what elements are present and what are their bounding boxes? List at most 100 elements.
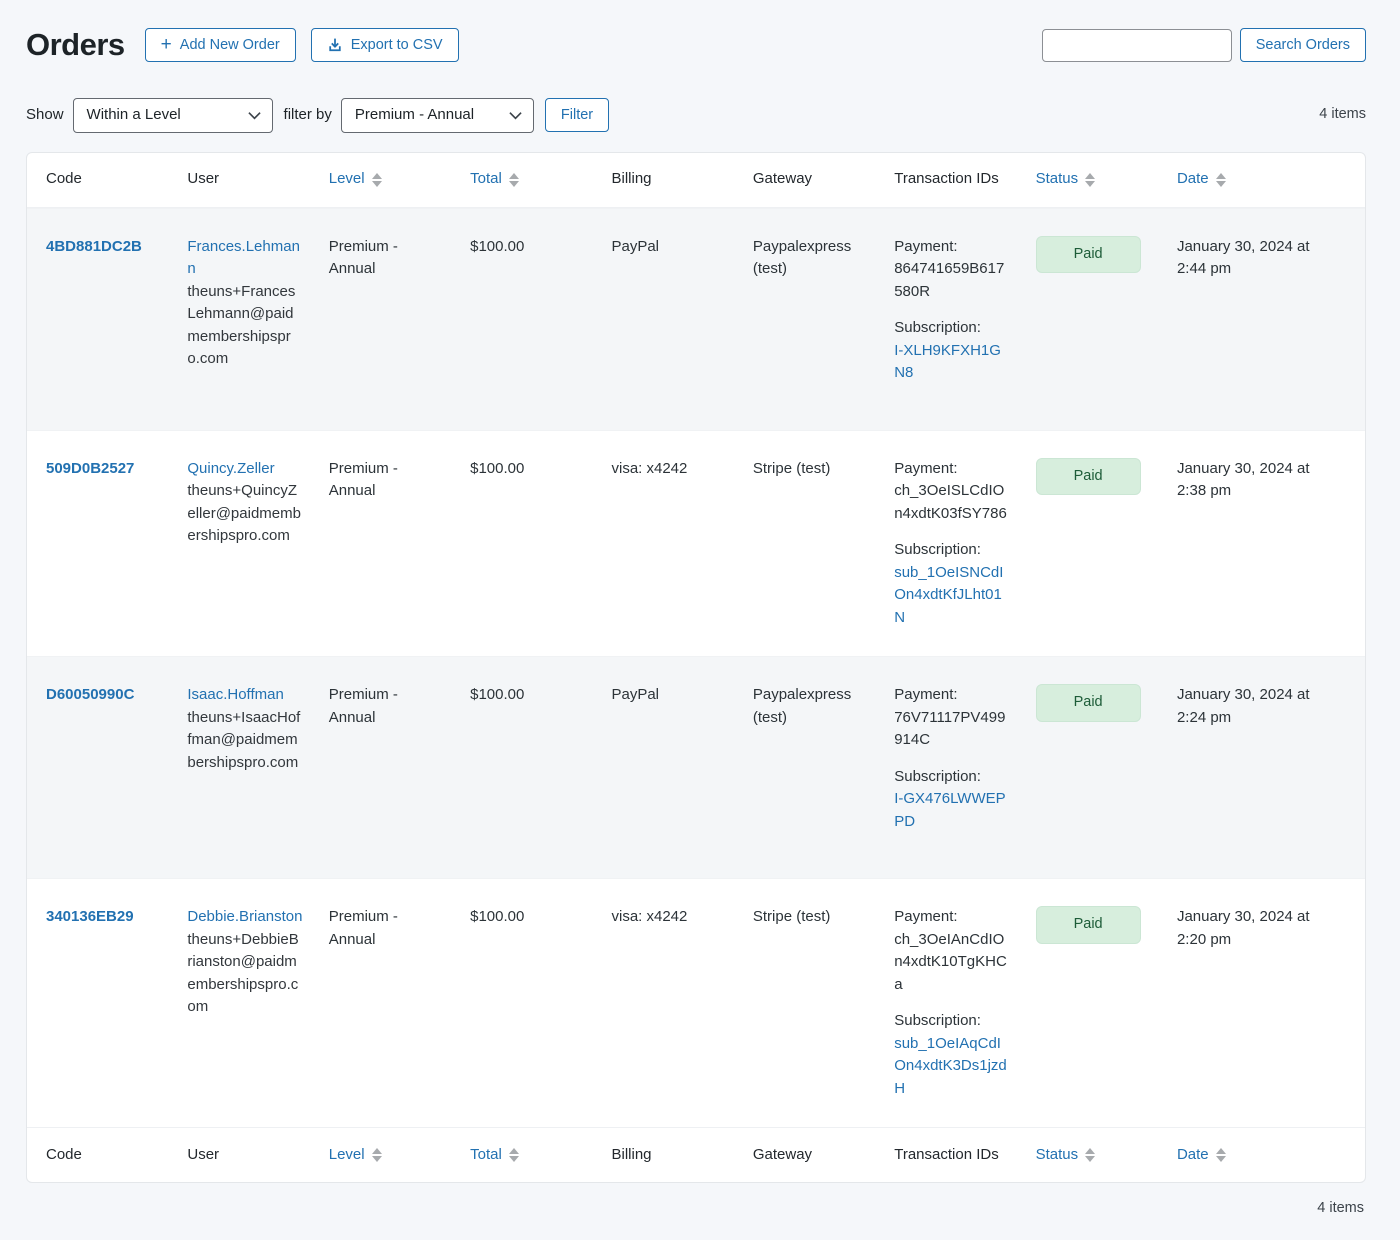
export-to-csv-button[interactable]: Export to CSV (310, 28, 459, 63)
user-link[interactable]: Debbie.Brianston (187, 908, 303, 925)
sort-arrows-icon (371, 172, 382, 187)
column-header-transaction-ids: Transaction IDs (894, 170, 999, 188)
column-header-level[interactable]: Level (329, 154, 470, 205)
sort-arrows-icon (508, 172, 519, 187)
column-header-total[interactable]: Total (470, 154, 611, 205)
billing-value: PayPal (611, 237, 660, 255)
user-email: theuns+QuincyZeller@paidmembershipspro.c… (187, 482, 301, 544)
table-footer-row: Code User Level Total Billing Gateway Tr… (27, 1127, 1365, 1182)
subscription-transaction: Subscription: I-XLH9KFXH1GN8 (894, 317, 1009, 385)
column-header-gateway: Gateway (752, 170, 813, 188)
date-value: January 30, 2024 at 2:20 pm (1176, 908, 1310, 948)
gateway-value: Stripe (test) (752, 908, 831, 925)
payment-id: ch_3OeISLCdIOn4xdtK03fSY786 (894, 482, 1007, 522)
table-header-row: Code User Level Total Billing Gateway Tr… (27, 153, 1365, 208)
user-link[interactable]: Isaac.Hoffman (187, 686, 284, 703)
chevron-down-icon (247, 111, 261, 120)
subscription-id-link[interactable]: sub_1OeISNCdIOn4xdtKfJLht01N (894, 563, 1004, 626)
level-filter-select[interactable]: Premium - Annual (340, 97, 534, 133)
status-badge: Paid (1035, 906, 1141, 944)
user-link[interactable]: Quincy.Zeller (187, 459, 275, 477)
table-row: 509D0B2527 Quincy.Zeller theuns+QuincyZe… (27, 429, 1365, 657)
total-value: $100.00 (470, 459, 525, 477)
subscription-transaction: Subscription: sub_1OeISNCdIOn4xdtKfJLht0… (894, 539, 1009, 629)
filter-bar: Show Within a Level filter by Premium - … (26, 97, 1366, 133)
filter-button[interactable]: Filter (544, 98, 610, 132)
gateway-value: Paypalexpress (test) (752, 686, 852, 726)
date-value: January 30, 2024 at 2:24 pm (1176, 686, 1310, 726)
payment-id: 864741659B617580R (894, 260, 1005, 300)
add-new-order-label: Add New Order (179, 37, 280, 54)
subscription-transaction: Subscription: sub_1OeIAqCdIOn4xdtK3Ds1jz… (894, 1010, 1009, 1100)
order-code-link[interactable]: 509D0B2527 (46, 459, 135, 477)
total-value: $100.00 (470, 237, 525, 255)
user-email: theuns+FrancesLehmann@paidmembershipspro… (187, 282, 296, 368)
subscription-id-link[interactable]: I-GX476LWWEPPD (894, 790, 1006, 830)
column-header-user: User (187, 170, 220, 188)
footer-column-code: Code (46, 1145, 82, 1163)
user-email: theuns+DebbieBrianston@paidmembershipspr… (187, 930, 299, 1016)
download-icon (327, 37, 343, 53)
billing-value: PayPal (611, 686, 660, 703)
level-value: Premium - Annual (328, 237, 398, 278)
search-orders-label: Search Orders (1255, 37, 1350, 54)
status-badge: Paid (1035, 457, 1141, 496)
payment-transaction: Payment: ch_3OeIAnCdIOn4xdtK10TgKHCa (894, 906, 1009, 996)
column-header-date[interactable]: Date (1177, 154, 1365, 205)
footer-column-user: User (187, 1145, 220, 1163)
footer-column-billing: Billing (611, 1145, 652, 1163)
page-title: Orders (26, 27, 125, 62)
items-count-top: 4 items (1319, 106, 1366, 123)
sort-arrows-icon (1085, 172, 1096, 187)
order-code-link[interactable]: 4BD881DC2B (46, 237, 142, 255)
items-count-bottom: 4 items (1317, 1200, 1364, 1216)
column-header-status[interactable]: Status (1036, 154, 1177, 205)
subscription-id-link[interactable]: sub_1OeIAqCdIOn4xdtK3Ds1jzdH (894, 1034, 1007, 1097)
level-value: Premium - Annual (328, 459, 398, 500)
footer-column-date[interactable]: Date (1177, 1130, 1365, 1181)
date-value: January 30, 2024 at 2:38 pm (1176, 459, 1310, 500)
search-input[interactable] (1041, 28, 1232, 62)
page-header: Orders + Add New Order Export to CSV Sea… (26, 22, 1366, 69)
total-value: $100.00 (470, 686, 525, 703)
billing-value: visa: x4242 (611, 908, 688, 925)
add-new-order-button[interactable]: + Add New Order (144, 28, 296, 63)
sort-arrows-icon (1215, 1148, 1226, 1162)
filter-by-label: filter by (283, 105, 332, 123)
footer-column-transaction-ids: Transaction IDs (894, 1145, 999, 1163)
order-code-link[interactable]: 340136EB29 (46, 908, 134, 925)
gateway-value: Stripe (test) (752, 459, 831, 477)
chevron-down-icon (509, 111, 522, 120)
level-filter-value: Premium - Annual (354, 105, 475, 123)
sort-arrows-icon (1085, 1148, 1096, 1162)
level-value: Premium - Annual (328, 908, 398, 948)
footer-column-total[interactable]: Total (470, 1130, 611, 1181)
payment-id: 76V71117PV499914C (894, 708, 1006, 749)
subscription-transaction: Subscription: I-GX476LWWEPPD (894, 766, 1009, 834)
level-value: Premium - Annual (328, 686, 398, 726)
footer-column-gateway: Gateway (752, 1145, 813, 1163)
payment-transaction: Payment: 864741659B617580R (894, 236, 1009, 304)
column-header-billing: Billing (611, 170, 652, 188)
show-filter-select[interactable]: Within a Level (72, 97, 273, 133)
status-badge: Paid (1035, 684, 1141, 722)
total-value: $100.00 (470, 908, 525, 925)
sort-arrows-icon (371, 1148, 382, 1162)
user-link[interactable]: Frances.Lehmann (187, 237, 300, 278)
footer-column-status[interactable]: Status (1036, 1130, 1177, 1181)
payment-transaction: Payment: 76V71117PV499914C (894, 684, 1009, 752)
show-filter-value: Within a Level (86, 105, 181, 123)
subscription-id-link[interactable]: I-XLH9KFXH1GN8 (894, 341, 1001, 382)
footer-column-level[interactable]: Level (329, 1130, 470, 1181)
gateway-value: Paypalexpress (test) (752, 237, 852, 278)
order-code-link[interactable]: D60050990C (46, 686, 135, 703)
sort-arrows-icon (508, 1148, 519, 1162)
date-value: January 30, 2024 at 2:44 pm (1176, 237, 1310, 278)
column-header-code: Code (46, 170, 82, 188)
payment-id: ch_3OeIAnCdIOn4xdtK10TgKHCa (894, 930, 1007, 993)
search-orders-button[interactable]: Search Orders (1239, 28, 1366, 63)
export-to-csv-label: Export to CSV (350, 37, 443, 54)
table-row: 340136EB29 Debbie.Brianston theuns+Debbi… (27, 878, 1365, 1127)
user-email: theuns+IsaacHoffman@paidmembershipspro.c… (187, 708, 301, 771)
